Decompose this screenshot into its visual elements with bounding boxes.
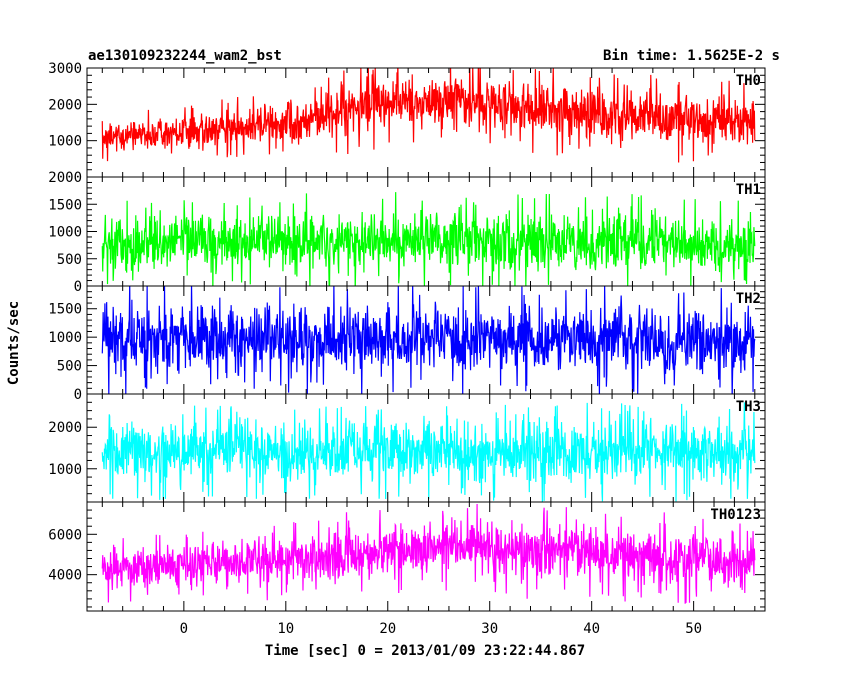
panel-label-th0123: TH0123 — [710, 507, 761, 523]
y-tick-label-th0123-4000: 4000 — [48, 568, 82, 584]
x-tick-label-50: 50 — [685, 621, 702, 637]
y-tick-label-th1-2000: 2000 — [48, 170, 82, 186]
series-trace-th0 — [101, 68, 756, 163]
chart-title: ae130109232244_wam2_bst — [88, 48, 282, 64]
panel-label-th0: TH0 — [736, 73, 761, 89]
series-trace-th1 — [101, 192, 756, 286]
panel-label-th1: TH1 — [736, 182, 761, 198]
x-tick-label-30: 30 — [481, 621, 498, 637]
y-tick-label-th3-2000: 2000 — [48, 420, 82, 436]
x-tick-label-10: 10 — [277, 621, 294, 637]
y-tick-label-th2-1000: 1000 — [48, 330, 82, 346]
panel-label-th2: TH2 — [736, 291, 761, 307]
y-tick-label-th1-1000: 1000 — [48, 225, 82, 241]
y-tick-label-th2-0: 0 — [74, 387, 82, 403]
y-tick-label-th0-3000: 3000 — [48, 61, 82, 77]
chart-subtitle: Bin time: 1.5625E-2 s — [603, 48, 780, 64]
y-tick-label-th2-1500: 1500 — [48, 302, 82, 318]
panel-frame-th0 — [86, 67, 766, 178]
panels-group: TH0100020003000TH10500100015002000TH2050… — [48, 61, 766, 637]
panel-label-th3: TH3 — [736, 399, 761, 415]
series-trace-th2 — [101, 286, 756, 394]
series-trace-th0123 — [101, 503, 756, 604]
y-tick-label-th0123-6000: 6000 — [48, 527, 82, 543]
x-axis-label: Time [sec] 0 = 2013/01/09 23:22:44.867 — [265, 643, 585, 659]
series-trace-th3 — [101, 402, 756, 502]
x-tick-label-40: 40 — [583, 621, 600, 637]
y-axis-label: Counts/sec — [6, 301, 22, 385]
y-tick-label-th3-1000: 1000 — [48, 462, 82, 478]
y-tick-label-th1-500: 500 — [57, 252, 82, 268]
x-tick-label-20: 20 — [379, 621, 396, 637]
x-tick-label-0: 0 — [180, 621, 188, 637]
panel-frame-th0123 — [86, 501, 766, 612]
y-tick-label-th1-1500: 1500 — [48, 197, 82, 213]
y-tick-label-th1-0: 0 — [74, 279, 82, 295]
y-tick-label-th0-1000: 1000 — [48, 134, 82, 150]
y-tick-label-th2-500: 500 — [57, 359, 82, 375]
y-tick-label-th0-2000: 2000 — [48, 97, 82, 113]
